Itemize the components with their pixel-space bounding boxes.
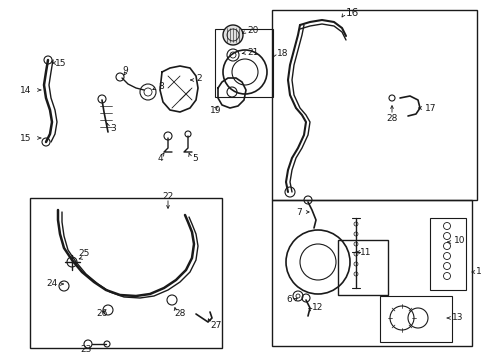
Text: 13: 13 [451,314,463,323]
Text: 4: 4 [158,153,163,162]
Text: 3: 3 [110,123,116,132]
Text: 18: 18 [276,49,288,58]
Bar [337,240,387,295]
Text: 27: 27 [209,321,221,330]
Text: 25: 25 [78,249,89,258]
Text: 9: 9 [122,66,127,75]
Bar [379,296,451,342]
Text: 2: 2 [196,73,201,82]
Text: 5: 5 [192,153,197,162]
Text: 8: 8 [158,81,163,90]
Text: 26: 26 [96,310,107,319]
Text: 1: 1 [475,267,481,276]
Text: 22: 22 [162,192,173,201]
Text: 7: 7 [295,207,301,216]
Text: 15: 15 [55,59,66,68]
Text: 6: 6 [285,296,291,305]
Bar [429,218,465,290]
Text: 23: 23 [80,346,91,355]
Text: 28: 28 [386,113,397,122]
Bar [215,29,272,97]
Bar [30,198,222,348]
Text: 28: 28 [174,310,185,319]
Bar [271,10,476,200]
Bar [271,200,471,346]
Text: 21: 21 [246,48,258,57]
Text: 14: 14 [20,86,31,95]
Text: 10: 10 [453,235,465,244]
Text: 19: 19 [209,105,221,114]
Text: 11: 11 [359,248,371,257]
Circle shape [223,25,243,45]
Text: 16: 16 [346,8,359,18]
Text: 20: 20 [246,26,258,35]
Text: 12: 12 [311,303,323,312]
Text: 15: 15 [20,134,31,143]
Text: 24: 24 [46,279,57,288]
Text: 17: 17 [424,104,436,113]
